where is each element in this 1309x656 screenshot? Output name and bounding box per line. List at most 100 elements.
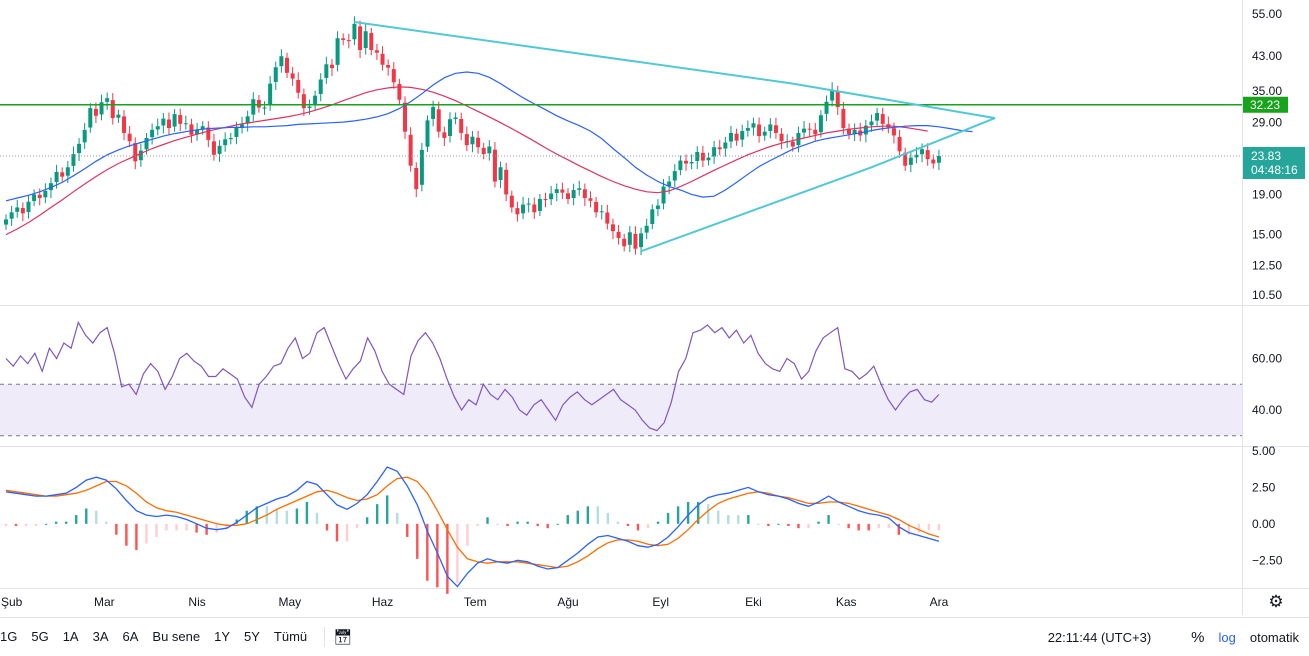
macd-histogram-bar [927,523,931,531]
candle-body [717,147,722,150]
candle-body [65,167,70,176]
macd-histogram-bar [365,517,369,524]
macd-histogram-bar [877,523,880,529]
macd-histogram-bar [636,523,640,531]
candle-body [728,132,733,142]
macd-histogram-bar [576,510,579,524]
candle-body [273,67,278,82]
price-axis-tick-label: 35.00 [1252,84,1282,98]
candle-body [88,108,93,128]
candle-body [211,141,216,155]
range-5g-button[interactable]: 5G [31,629,49,644]
candle-body [723,142,728,149]
macd-histogram-bar [887,523,890,529]
macd-histogram-bar [426,523,429,581]
range-all-button[interactable]: Tümü [273,629,308,644]
triangle-upper-trendline[interactable] [354,21,996,120]
candle-body [920,149,925,155]
range-1a-button[interactable]: 1A [62,629,79,644]
candle-body [526,203,531,205]
price-pane[interactable] [0,16,1242,256]
range-6a-button[interactable]: 6A [122,629,139,644]
macd-histogram-bar [706,504,710,524]
macd-histogram-bar [396,512,399,524]
candle-body [9,212,14,219]
last-price-label: 23.83 [1251,149,1281,163]
candle-body [577,188,582,190]
log-toggle[interactable]: log [1218,629,1236,645]
candle-body [397,83,402,100]
candle-body [116,114,121,118]
range-5y-button[interactable]: 5Y [244,629,260,644]
toolbar-divider [324,626,326,647]
auto-scale-toggle[interactable]: otomatik [1249,629,1299,645]
candle-body [313,95,318,106]
candle-body [627,232,632,245]
time-axis[interactable]: Şub Mar Nis May Haz Tem Ağu Eyl Eki Kas Ara [1,595,949,609]
gear-icon[interactable]: ⚙ [1268,592,1284,611]
price-axis[interactable]: 55.0043.0035.0029.0023.0019.0015.0012.50… [1243,7,1305,567]
range-ytd-button[interactable]: Bu sene [152,629,201,644]
candle-body [195,129,200,135]
candle-body [133,143,138,162]
candle-body [453,117,458,120]
horizontal-level-label: 32.23 [1250,98,1280,112]
chart-canvas[interactable]: 55.0043.0035.0029.0023.0019.0015.0012.50… [0,0,1309,615]
candle-body [4,219,8,225]
macd-histogram-bar [24,523,28,527]
macd-histogram-bar [867,523,870,531]
macd-histogram-bar [556,523,559,525]
range-1y-button[interactable]: 1Y [214,629,231,644]
candle-body [492,149,497,182]
candle-body [610,224,615,232]
clock-time[interactable]: 22:11:44 (UTC+3) [1047,629,1152,645]
candle-body [914,154,919,158]
candle-body [172,114,177,127]
candle-body [391,69,396,83]
rsi-line [5,320,940,432]
candle-body [110,100,115,119]
macd-histogram-bar [195,523,198,533]
macd-pane[interactable] [4,466,941,594]
candle-body [672,171,677,181]
macd-histogram-bar [175,523,178,531]
range-3a-button[interactable]: 3A [92,629,109,644]
calendar-range-icon[interactable]: 📅︎ [333,628,353,646]
candle-body [936,155,941,163]
moving-average-fast-line [5,71,973,202]
macd-histogram-bar [205,523,208,535]
candle-body [223,139,228,146]
macd-histogram-bar [355,523,359,529]
macd-histogram-bar [75,515,78,524]
percent-toggle[interactable]: % [1191,628,1205,646]
candle-body [447,119,452,137]
macd-histogram-bar [155,523,158,537]
last-price-badge [1243,146,1305,179]
candle-body [324,64,329,78]
candle-body [554,189,559,194]
candle-body [150,129,155,138]
rsi-pane[interactable] [0,320,1242,437]
macd-histogram-bar [315,512,319,524]
macd-histogram-bar [797,523,800,529]
triangle-lower-trendline[interactable] [640,117,996,253]
candle-body [234,128,239,137]
candle-body [644,225,649,233]
candle-body [616,231,621,238]
candle-body [178,115,183,124]
candle-body [26,201,31,213]
candle-body [183,123,188,125]
candle-body [436,109,441,132]
time-axis-tick-label: Haz [372,595,393,609]
candle-body [442,132,447,138]
time-axis-tick-label: Kas [836,595,857,609]
macd-histogram-bar [456,523,459,583]
candle-body [678,160,683,171]
range-1g-button[interactable]: 1G [0,629,18,644]
candle-body [290,73,295,79]
macd-histogram-bar [486,517,489,524]
candle-body [245,116,250,124]
macd-histogram-bar [787,523,790,527]
macd-histogram-bar [566,515,569,524]
candle-body [217,145,222,154]
